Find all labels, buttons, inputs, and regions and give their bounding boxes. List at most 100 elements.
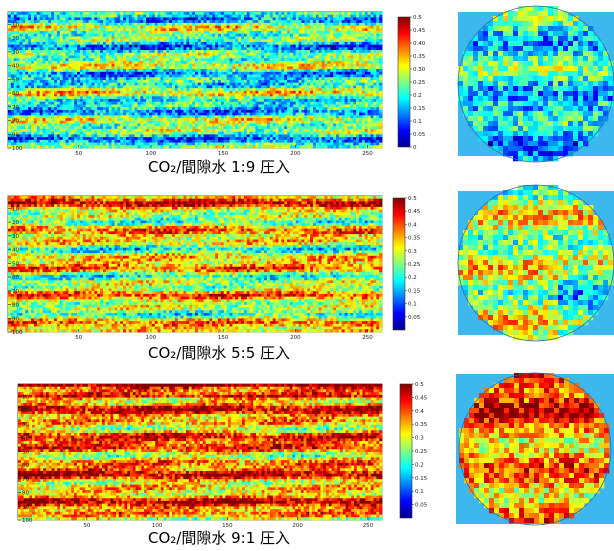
heatmap-cell xyxy=(63,99,66,102)
heatmap-cell xyxy=(307,56,310,59)
heatmap-cell xyxy=(22,66,25,69)
heatmap-cell xyxy=(330,75,333,78)
heatmap-cell xyxy=(117,42,120,45)
heatmap-cell xyxy=(198,34,201,37)
heatmap-cell xyxy=(278,36,281,39)
heatmap-cell xyxy=(86,15,89,18)
heatmap-cell xyxy=(135,42,138,45)
heatmap-cell xyxy=(172,94,175,97)
heatmap-cell xyxy=(28,107,31,110)
heatmap-cell xyxy=(91,91,94,94)
heatmap-cell xyxy=(276,26,279,29)
heatmap-cell xyxy=(284,23,287,26)
heatmap-cell xyxy=(192,56,195,59)
heatmap-cell xyxy=(244,75,247,78)
heatmap-cell xyxy=(264,94,267,97)
heatmap-cell xyxy=(247,15,250,18)
heatmap-cell xyxy=(109,15,112,18)
heatmap-cell xyxy=(201,61,204,64)
heatmap-cell xyxy=(373,26,376,29)
heatmap-cell xyxy=(330,34,333,37)
heatmap-cell xyxy=(201,80,204,83)
heatmap-cell xyxy=(368,28,371,31)
heatmap-cell xyxy=(368,96,371,99)
heatmap-cell xyxy=(336,88,339,91)
heatmap-cell xyxy=(267,72,270,75)
heatmap-cell xyxy=(172,45,175,48)
heatmap-cell xyxy=(301,75,304,78)
heatmap-cell xyxy=(14,99,17,102)
heatmap-cell xyxy=(97,102,100,105)
heatmap-cell xyxy=(287,36,290,39)
heatmap-cell xyxy=(114,64,117,67)
heatmap-cell xyxy=(296,56,299,59)
heatmap-cell xyxy=(149,53,152,56)
heatmap-cell xyxy=(112,61,115,64)
heatmap-cell xyxy=(319,28,322,31)
heatmap-cell xyxy=(270,64,273,67)
heatmap-cell xyxy=(66,36,69,39)
heatmap-cell xyxy=(135,36,138,39)
heatmap-cell xyxy=(350,64,353,67)
heatmap-cell xyxy=(304,102,307,105)
heatmap-cell xyxy=(129,31,132,34)
heatmap-cell xyxy=(365,20,368,23)
heatmap-cell xyxy=(339,107,342,110)
heatmap-cell xyxy=(60,64,63,67)
heatmap-cell xyxy=(14,72,17,75)
heatmap-cell xyxy=(244,34,247,37)
heatmap-cell xyxy=(155,110,158,113)
heatmap-cell xyxy=(195,50,198,53)
heatmap-cell xyxy=(45,45,48,48)
heatmap-cell xyxy=(172,77,175,80)
heatmap-cell xyxy=(20,115,23,118)
heatmap-cell xyxy=(137,45,140,48)
heatmap-cell xyxy=(370,104,373,107)
heatmap-cell xyxy=(212,72,215,75)
heatmap-cell xyxy=(60,107,63,110)
heatmap-cell xyxy=(281,96,284,99)
heatmap-cell xyxy=(376,69,379,72)
heatmap-cell xyxy=(241,110,244,113)
heatmap-cell xyxy=(307,31,310,34)
heatmap-cell xyxy=(284,36,287,39)
heatmap-cell xyxy=(28,36,31,39)
heatmap-cell xyxy=(215,96,218,99)
heatmap-cell xyxy=(362,17,365,20)
heatmap-cell xyxy=(126,107,129,110)
heatmap-cell xyxy=(345,42,348,45)
heatmap-cell xyxy=(264,15,267,18)
heatmap-cell xyxy=(160,88,163,91)
heatmap-cell xyxy=(137,110,140,113)
heatmap-cell xyxy=(261,88,264,91)
heatmap-cell xyxy=(112,47,115,50)
heatmap-cell xyxy=(379,23,382,26)
heatmap-cell xyxy=(273,99,276,102)
heatmap-cell xyxy=(74,15,77,18)
heatmap-cell xyxy=(350,56,353,59)
heatmap-cell xyxy=(207,47,210,50)
heatmap-cell xyxy=(359,80,362,83)
heatmap-cell xyxy=(261,28,264,31)
heatmap-cell xyxy=(160,83,163,86)
heatmap-cell xyxy=(276,69,279,72)
heatmap-cell xyxy=(169,12,172,15)
heatmap-cell xyxy=(290,50,293,53)
heatmap-cell xyxy=(100,58,103,61)
heatmap-cell xyxy=(163,96,166,99)
heatmap-cell xyxy=(310,83,313,86)
heatmap-cell xyxy=(284,26,287,29)
heatmap-cell xyxy=(17,45,20,48)
heatmap-cell xyxy=(201,47,204,50)
heatmap-cell xyxy=(342,12,345,15)
heatmap-cell xyxy=(60,58,63,61)
heatmap-cell xyxy=(359,83,362,86)
heatmap-cell xyxy=(129,115,132,118)
heatmap-cell xyxy=(255,28,258,31)
heatmap-cell xyxy=(313,12,316,15)
heatmap-cell xyxy=(37,69,40,72)
heatmap-cell xyxy=(155,69,158,72)
heatmap-cell xyxy=(350,110,353,113)
heatmap-cell xyxy=(299,64,302,67)
heatmap-cell xyxy=(109,77,112,80)
